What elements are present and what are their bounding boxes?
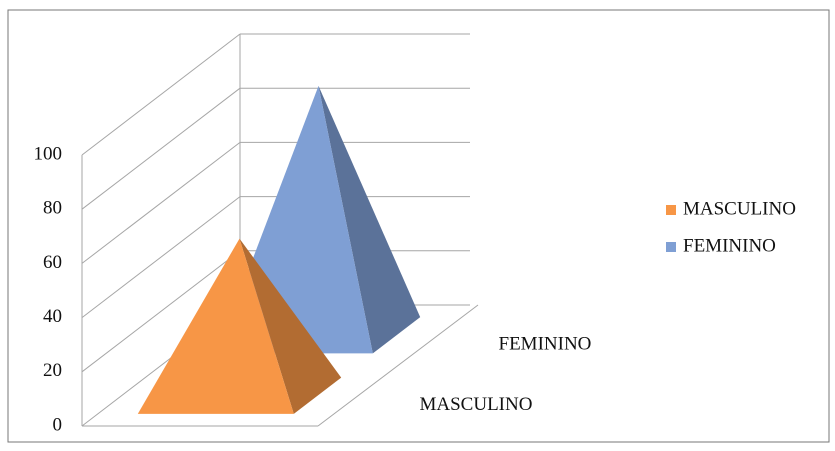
legend-swatch [666,242,676,252]
chart-frame [7,9,830,443]
pyramid-front [137,238,294,414]
axis [317,304,479,427]
grid-line [81,33,241,156]
grid-line [81,196,241,318]
y-tick-label: 60 [43,252,62,273]
legend-label: MASCULINO [683,198,796,219]
y-tick-label: 20 [43,360,62,381]
category-label: MASCULINO [420,394,533,415]
category-label: FEMININO [499,334,592,355]
y-tick-label: 80 [43,198,62,219]
pyramid-side [239,238,342,414]
pyramid-side [318,85,421,354]
grid-line [81,142,241,264]
y-tick-label: 40 [43,306,62,327]
y-tick-label: 100 [34,143,63,164]
legend-swatch [666,205,676,215]
legend-label: FEMININO [683,235,776,256]
grid-line [81,250,241,373]
grid-line [81,87,241,210]
y-tick-label: 0 [53,414,63,435]
